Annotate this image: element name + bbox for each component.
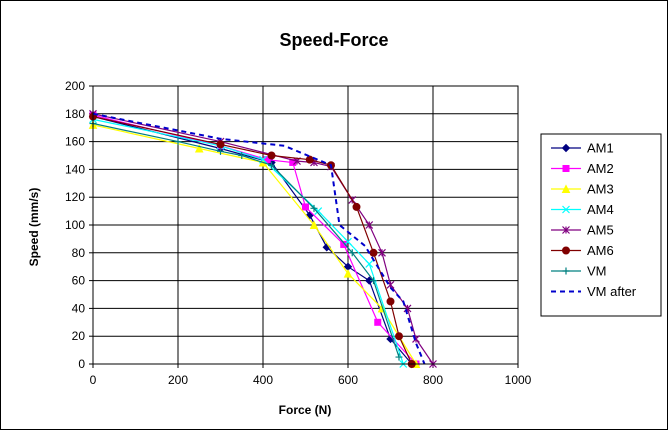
y-tick-label: 80 — [72, 246, 86, 260]
data-point — [395, 353, 403, 361]
y-tick-label: 120 — [65, 190, 85, 204]
plot-area: 0 20 40 60 80 100 120 140 160 180 200 0 200 400 600 800… — [65, 79, 532, 387]
data-point — [217, 147, 224, 155]
legend-box — [540, 133, 662, 317]
data-point — [268, 161, 275, 169]
data-point — [305, 155, 314, 164]
data-point — [561, 184, 571, 193]
data-point — [194, 143, 204, 153]
data-point — [267, 151, 276, 160]
y-tick-label: 200 — [65, 79, 85, 93]
data-point — [344, 237, 352, 246]
data-point — [374, 318, 382, 326]
legend-label: AM2 — [587, 161, 614, 176]
plot-border — [92, 85, 519, 365]
legend-label: AM3 — [587, 182, 614, 197]
data-point — [365, 221, 374, 229]
x-tick-label: 600 — [338, 373, 358, 387]
x-tick-label: 1000 — [505, 373, 532, 387]
data-point — [309, 220, 319, 229]
data-point — [561, 143, 571, 153]
y-tick-label: 180 — [65, 107, 85, 121]
legend: AM1 AM2 AM3 AM4 AM5 AM6 VM VM after — [540, 133, 662, 317]
chart-title: Speed-Force — [279, 30, 388, 50]
y-tick-label: 0 — [78, 357, 85, 371]
series-line-am5 — [92, 113, 434, 365]
y-tick-label: 20 — [72, 329, 86, 343]
data-point — [369, 248, 378, 257]
y-axis-label: Speed (mm/s) — [27, 188, 41, 267]
data-point — [378, 248, 386, 257]
data-point — [370, 277, 377, 285]
data-point — [562, 165, 570, 172]
y-tick-label: 140 — [65, 162, 85, 176]
series-line-am6 — [92, 116, 413, 365]
data-point — [562, 205, 570, 214]
series-line-vm-after — [92, 112, 426, 365]
x-tick-label: 0 — [90, 373, 97, 387]
data-point — [216, 140, 225, 149]
data-point — [365, 276, 374, 285]
y-tick-label: 40 — [72, 301, 86, 315]
data-point — [238, 152, 246, 159]
data-point — [562, 246, 570, 255]
x-tick-label: 200 — [168, 373, 188, 387]
y-tick-label: 100 — [65, 218, 85, 232]
legend-label: AM6 — [587, 243, 614, 258]
data-point — [343, 269, 353, 278]
data-point — [352, 202, 361, 211]
legend-label: AM4 — [587, 202, 614, 217]
data-point — [386, 297, 395, 306]
data-point — [174, 138, 182, 146]
y-tick-label: 60 — [72, 274, 86, 288]
data-point — [562, 267, 570, 275]
data-point — [340, 240, 348, 248]
legend-label: AM5 — [587, 223, 614, 238]
data-point — [562, 226, 570, 234]
legend-label: AM1 — [587, 141, 614, 156]
y-tick-label: 160 — [65, 135, 85, 149]
data-point — [365, 259, 374, 268]
data-point — [263, 156, 271, 164]
data-point — [348, 249, 356, 257]
data-point — [395, 332, 403, 341]
data-point — [310, 204, 318, 212]
x-tick-label: 400 — [253, 373, 273, 387]
legend-label: VM after — [587, 284, 637, 299]
legend-label: VM — [587, 264, 607, 279]
data-point — [302, 203, 309, 211]
x-axis-label: Force (N) — [279, 403, 332, 417]
x-tick-label: 800 — [423, 373, 443, 387]
